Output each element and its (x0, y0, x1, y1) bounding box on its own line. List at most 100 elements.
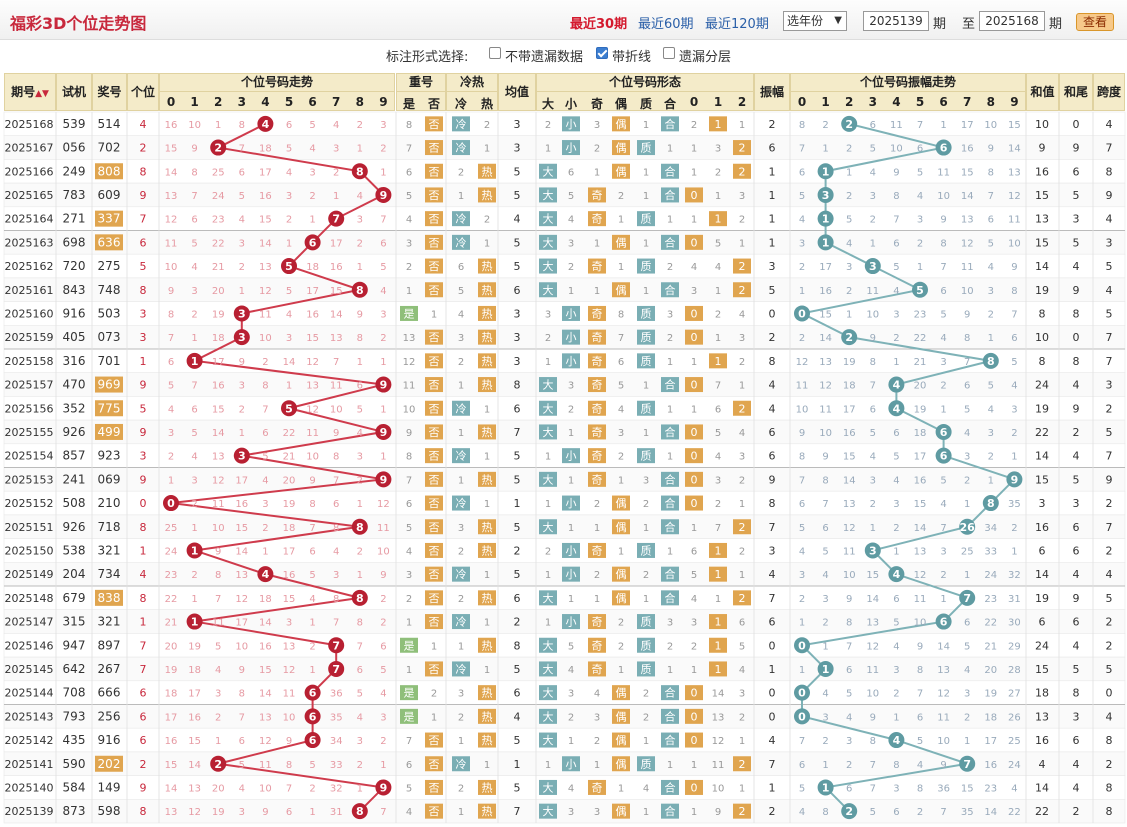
form: 大 (543, 259, 554, 273)
amp-group-header: 个位号码振幅走势 (790, 73, 1026, 92)
amp-ball (817, 163, 834, 180)
amp-ball-digit: 0 (798, 639, 806, 652)
repeat-miss-cell: 2 (406, 262, 412, 273)
avg-cell: 4 (514, 710, 521, 723)
amp-ball-digit: 6 (940, 450, 948, 463)
temp-hot: 热 (482, 639, 493, 652)
form-miss-cell: 4 (691, 594, 697, 605)
trend-miss-cell: 6 (357, 665, 363, 676)
units-cell: 7 (140, 663, 147, 676)
units-cell: 7 (140, 639, 147, 652)
test-cell: 241 (63, 472, 86, 486)
form-miss-cell: 1 (594, 286, 600, 297)
form: 偶 (616, 805, 627, 818)
form-miss-cell: 1 (691, 523, 697, 534)
temp-hot-tag (478, 779, 496, 795)
form: 偶 (616, 236, 627, 249)
form: 奇 (592, 426, 603, 439)
form-tag (539, 590, 557, 606)
amp-miss-cell: 1 (822, 641, 828, 652)
span-cell: 3 (1106, 379, 1113, 392)
trend-miss-cell: 4 (357, 191, 363, 202)
trend-miss-cell: 12 (188, 807, 201, 818)
prize-cell: 701 (98, 354, 121, 368)
form-miss-cell: 2 (667, 641, 673, 652)
trend-miss-cell: 1 (239, 286, 245, 297)
remainder-tag (733, 590, 751, 606)
amp-miss-cell: 6 (1011, 333, 1017, 344)
trend-miss-cell: 5 (262, 452, 268, 463)
temp-hot-tag (478, 187, 496, 203)
form-miss-cell: 4 (568, 215, 574, 226)
amp-miss-cell: 8 (893, 191, 899, 202)
amp-ball-digit: 26 (960, 521, 976, 534)
col-issue-header[interactable]: 期号▲▼ (4, 73, 56, 111)
form-tag (539, 708, 557, 724)
option-polyline-label[interactable]: 带折线 (612, 50, 652, 65)
avg-cell: 4 (514, 213, 521, 226)
amp-ball (817, 210, 834, 227)
amp-miss-cell: 4 (893, 641, 899, 652)
amp-miss-cell: 9 (799, 428, 805, 439)
amp-miss-cell: 4 (822, 570, 828, 581)
trend-miss-cell: 17 (259, 167, 272, 178)
tail-cell: 8 (1073, 687, 1080, 700)
repeat-yes: 是 (404, 639, 415, 652)
recent-60-link[interactable]: 最近60期 (638, 17, 694, 32)
test-cell: 435 (63, 733, 86, 747)
year-select[interactable]: 选年份 ▼ (783, 11, 847, 31)
repeat-no-tag (425, 495, 443, 511)
repeat-miss-cell: 4 (406, 215, 412, 226)
amp-digit-header: 6 (939, 95, 948, 109)
amp-ball-digit: 4 (893, 734, 901, 747)
temp-hot-tag (478, 732, 496, 748)
avg-cell: 6 (514, 402, 521, 415)
trend-miss-cell: 13 (188, 783, 201, 794)
form-tag (539, 163, 557, 179)
repeat-no-tag (425, 542, 443, 558)
recent-30-link[interactable]: 最近30期 (570, 17, 628, 32)
trend-miss-cell: 14 (259, 618, 272, 629)
amp-digit-header: 9 (1010, 95, 1019, 109)
trend-miss-cell: 2 (262, 523, 268, 534)
temp-hot: 热 (482, 544, 493, 557)
units-cell: 8 (140, 284, 147, 297)
amp-cell: 2 (769, 331, 776, 344)
amp-miss-cell: 4 (870, 167, 876, 178)
amp-cell: 5 (769, 284, 776, 297)
amp-ball (912, 281, 928, 298)
form-sub-header-cell: 大 (541, 97, 554, 111)
query-button[interactable]: 查看 (1076, 13, 1114, 31)
to-issue-input[interactable]: 2025168 (979, 11, 1045, 31)
amp-miss-cell: 1 (988, 333, 994, 344)
amp-miss-cell: 11 (937, 167, 950, 178)
repeat-miss-cell: 6 (406, 760, 412, 771)
repeat-yes: 是 (404, 710, 415, 723)
option-no-missing-checkbox[interactable] (489, 47, 501, 59)
issue-cell: 2025159 (5, 331, 54, 344)
amp-miss-cell: 5 (846, 215, 852, 226)
repeat-miss-cell: 5 (406, 523, 412, 534)
temp-cold-tag (452, 566, 470, 582)
form: 合 (665, 591, 676, 605)
trend-miss-cell: 6 (357, 381, 363, 392)
temp-hot: 热 (482, 331, 493, 344)
amp-miss-cell: 5 (917, 167, 923, 178)
temp-miss-cell: 1 (458, 381, 464, 392)
recent-120-link[interactable]: 最近120期 (705, 17, 769, 32)
from-issue-input[interactable]: 2025139 (863, 11, 929, 31)
up-down-sort-icon[interactable]: ▲▼ (35, 89, 49, 99)
option-no-missing-label[interactable]: 不带遗漏数据 (505, 50, 584, 65)
form-miss-cell: 2 (739, 712, 745, 723)
temp-hot-tag (478, 471, 496, 487)
trend-ball (304, 234, 321, 251)
option-missing-layer-label[interactable]: 遗漏分层 (679, 50, 732, 65)
amp-miss-cell: 35 (961, 807, 974, 818)
option-polyline-checkbox[interactable] (596, 47, 608, 59)
form-tag (562, 140, 580, 156)
amp-miss-cell: 18 (843, 381, 856, 392)
amp-cell: 0 (769, 710, 776, 723)
form: 合 (665, 117, 676, 131)
trend-ball-digit: 9 (380, 426, 388, 439)
option-missing-layer-checkbox[interactable] (663, 47, 675, 59)
